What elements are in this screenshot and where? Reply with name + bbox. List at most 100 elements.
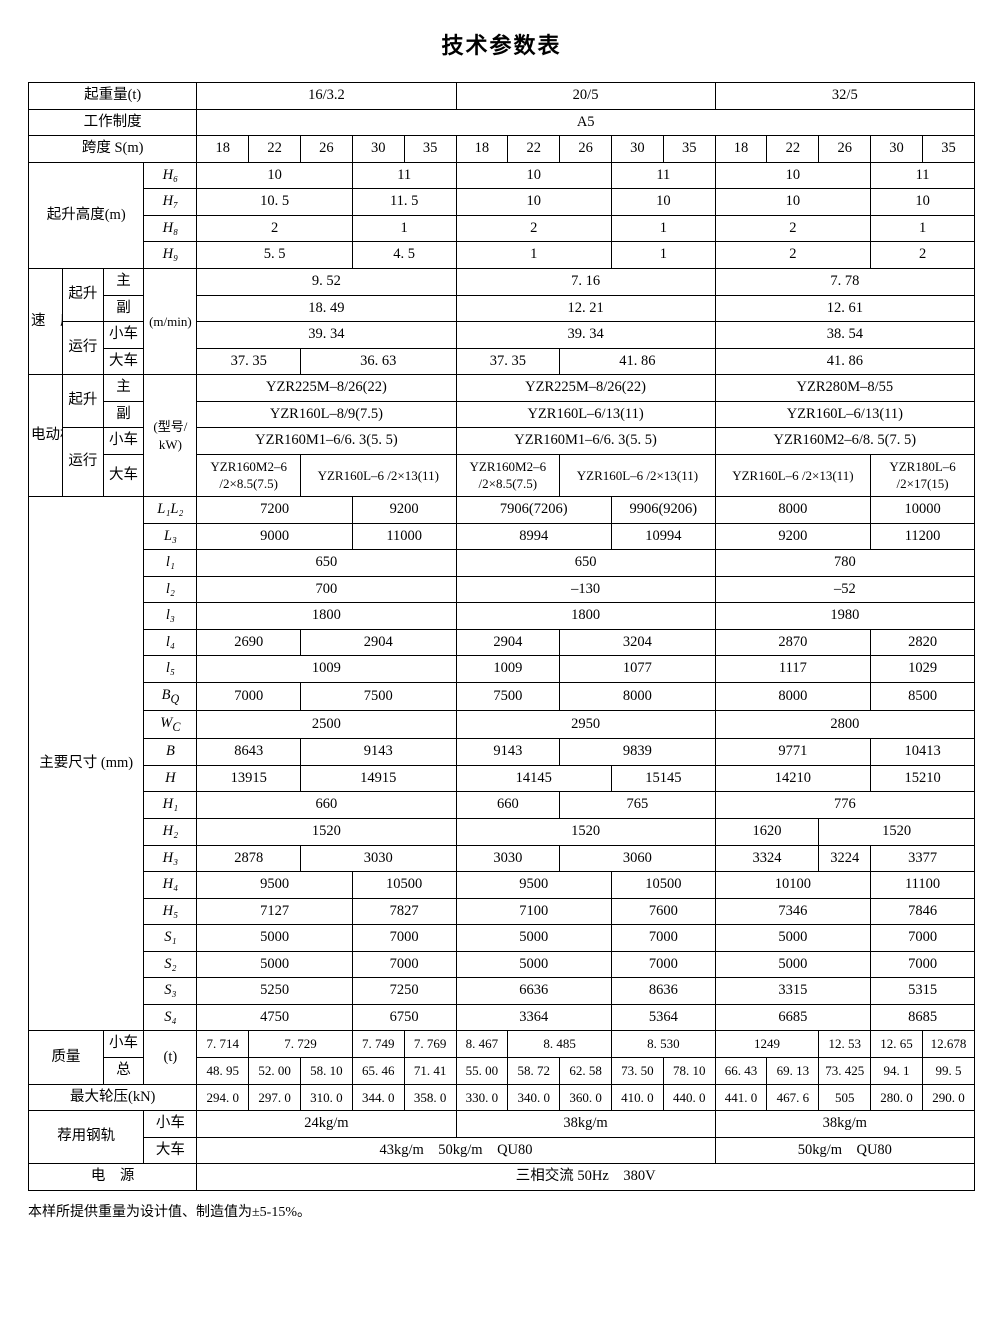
S4-b1: 3364: [456, 1004, 611, 1031]
wl-2: 310. 0: [301, 1084, 353, 1111]
sp-br-b2: 41. 86: [560, 348, 715, 375]
label-H4: H₄: [144, 872, 197, 899]
mtot-2: 58. 10: [301, 1058, 353, 1085]
S2-a1: 5000: [197, 951, 352, 978]
page-title: 技术参数表: [28, 28, 975, 60]
label-rail-trolley: 小车: [144, 1111, 197, 1138]
label-H1: H₁: [144, 792, 197, 819]
mtot-10: 66. 43: [715, 1058, 767, 1085]
label-main1: 主: [103, 268, 144, 295]
label-H2: H₂: [144, 818, 197, 845]
label-main2: 主: [103, 375, 144, 402]
cap-c: 32/5: [715, 83, 974, 110]
mt-c4: 12.678: [922, 1031, 974, 1058]
H4-b2: 10500: [611, 872, 715, 899]
BQ-b1: 7500: [456, 682, 560, 710]
l4-b2: 3204: [560, 629, 715, 656]
L3-b1: 8994: [456, 523, 611, 550]
label-B: B: [144, 739, 197, 766]
mt-b2: 8. 485: [508, 1031, 612, 1058]
l4-b1: 2904: [456, 629, 560, 656]
H4-c1: 10100: [715, 872, 870, 899]
mtot-1: 52. 00: [249, 1058, 301, 1085]
rail-tr-b: 38kg/m: [456, 1111, 715, 1138]
BQ-a1: 7000: [197, 682, 301, 710]
sp-main-c: 7. 78: [715, 268, 974, 295]
sp-br-c: 41. 86: [715, 348, 974, 375]
span-2: 26: [301, 136, 353, 163]
label-H5: H₅: [144, 898, 197, 925]
sp-aux-b: 12. 21: [456, 295, 715, 322]
H3-b2: 3060: [560, 845, 715, 872]
S4-b2: 5364: [611, 1004, 715, 1031]
label-L1L2: L₁L₂: [144, 496, 197, 523]
wl-14: 290. 0: [922, 1084, 974, 1111]
label-mass-total: 总: [103, 1058, 144, 1085]
l4-a2: 2904: [301, 629, 456, 656]
sp-aux-c: 12. 61: [715, 295, 974, 322]
label-S1: S₁: [144, 925, 197, 952]
label-motor: 电动机: [29, 375, 63, 497]
power-val: 三相交流 50Hz 380V: [197, 1164, 975, 1191]
span-13: 30: [871, 136, 923, 163]
mt-c2: 12. 53: [819, 1031, 871, 1058]
label-H8: H₈: [144, 215, 197, 242]
h9-b1: 1: [456, 242, 611, 269]
mt-b3: 8. 530: [611, 1031, 715, 1058]
h9-c1: 2: [715, 242, 870, 269]
span-4: 35: [404, 136, 456, 163]
l5-a: 1009: [197, 656, 456, 683]
mtot-13: 94. 1: [871, 1058, 923, 1085]
l1-b: 650: [456, 550, 715, 577]
h8-c1: 2: [715, 215, 870, 242]
H3-a2: 3030: [301, 845, 456, 872]
label-S3: S₃: [144, 978, 197, 1005]
label-power: 电 源: [29, 1164, 197, 1191]
h7-b1: 10: [456, 189, 611, 216]
wl-7: 360. 0: [560, 1084, 612, 1111]
mt-b1: 8. 467: [456, 1031, 508, 1058]
H1-b2: 765: [560, 792, 715, 819]
span-12: 26: [819, 136, 871, 163]
rail-br-ab: 43kg/m 50kg/m QU80: [197, 1137, 715, 1164]
l3-b: 1800: [456, 603, 715, 630]
label-l4: l₄: [144, 629, 197, 656]
L1L2-c1: 8000: [715, 496, 870, 523]
H3-b1: 3030: [456, 845, 560, 872]
H5-c2: 7846: [871, 898, 975, 925]
H3-c3: 3377: [871, 845, 975, 872]
rail-tr-a: 24kg/m: [197, 1111, 456, 1138]
h8-b1: 2: [456, 215, 611, 242]
H4-c2: 11100: [871, 872, 975, 899]
h8-b2: 1: [611, 215, 715, 242]
L3-a2: 11000: [352, 523, 456, 550]
l3-a: 1800: [197, 603, 456, 630]
H4-a2: 10500: [352, 872, 456, 899]
label-travel1: 运行: [63, 322, 104, 375]
mo-tr-a: YZR160M1–6/6. 3(5. 5): [197, 428, 456, 455]
sp-br-b1: 37. 35: [456, 348, 560, 375]
wl-0: 294. 0: [197, 1084, 249, 1111]
H-b2: 15145: [611, 765, 715, 792]
mtot-3: 65. 46: [352, 1058, 404, 1085]
sp-aux-a: 18. 49: [197, 295, 456, 322]
label-rail: 荐用钢轨: [29, 1111, 144, 1164]
label-mass-trolley: 小车: [103, 1031, 144, 1058]
S3-a2: 7250: [352, 978, 456, 1005]
S1-b1: 5000: [456, 925, 611, 952]
mo-aux-b: YZR160L–6/13(11): [456, 401, 715, 428]
mo-main-b: YZR225M–8/26(22): [456, 375, 715, 402]
sp-main-b: 7. 16: [456, 268, 715, 295]
span-9: 35: [663, 136, 715, 163]
mo-br-a2: YZR160L–6 /2×13(11): [301, 454, 456, 496]
B-a2: 9143: [301, 739, 456, 766]
h6-c2: 11: [871, 162, 975, 189]
BQ-c2: 8500: [871, 682, 975, 710]
H3-c1: 3324: [715, 845, 819, 872]
sp-tr-a: 39. 34: [197, 322, 456, 349]
label-bridge1: 大车: [103, 348, 144, 375]
mtot-9: 78. 10: [663, 1058, 715, 1085]
sp-tr-c: 38. 54: [715, 322, 974, 349]
B-b2: 9839: [560, 739, 715, 766]
S3-c2: 5315: [871, 978, 975, 1005]
